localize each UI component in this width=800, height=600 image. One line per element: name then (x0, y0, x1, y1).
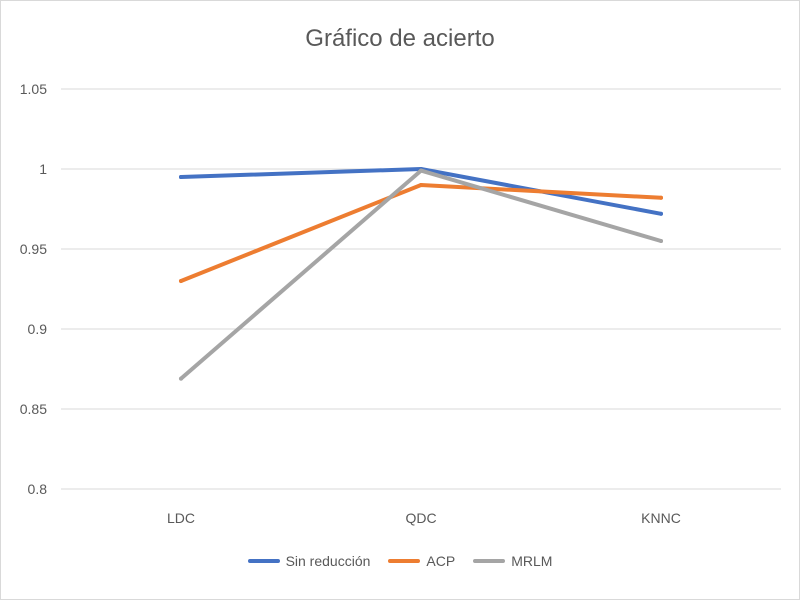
data-point (419, 168, 423, 173)
y-tick-label: 1.05 (20, 81, 47, 97)
legend: Sin reducción ACP MRLM (1, 553, 799, 569)
legend-swatch (388, 559, 421, 563)
data-point (659, 195, 663, 200)
legend-swatch (473, 559, 506, 563)
legend-label: ACP (426, 553, 456, 569)
legend-item: MRLM (473, 553, 552, 569)
series-line (179, 167, 663, 216)
legend-item: ACP (388, 553, 455, 569)
data-point (179, 175, 183, 179)
data-point (179, 376, 183, 381)
data-point (659, 239, 663, 243)
legend-item: Sin reducción (247, 553, 371, 569)
y-tick-label: 0.9 (28, 321, 48, 337)
data-point (179, 279, 183, 283)
legend-label: MRLM (511, 553, 553, 569)
y-tick-label: 0.85 (20, 401, 47, 417)
y-tick-label: 1 (39, 161, 47, 177)
data-point (659, 211, 663, 216)
legend-swatch (247, 559, 280, 563)
x-tick-label: KNNC (641, 510, 681, 526)
x-tick-label: LDC (167, 510, 195, 526)
y-tick-label: 0.8 (28, 481, 48, 497)
legend-label: Sin reducción (285, 553, 371, 569)
y-tick-label: 0.95 (20, 241, 47, 257)
x-tick-label: QDC (405, 510, 436, 526)
chart-title: Gráfico de acierto (305, 25, 495, 52)
data-point (419, 183, 423, 187)
